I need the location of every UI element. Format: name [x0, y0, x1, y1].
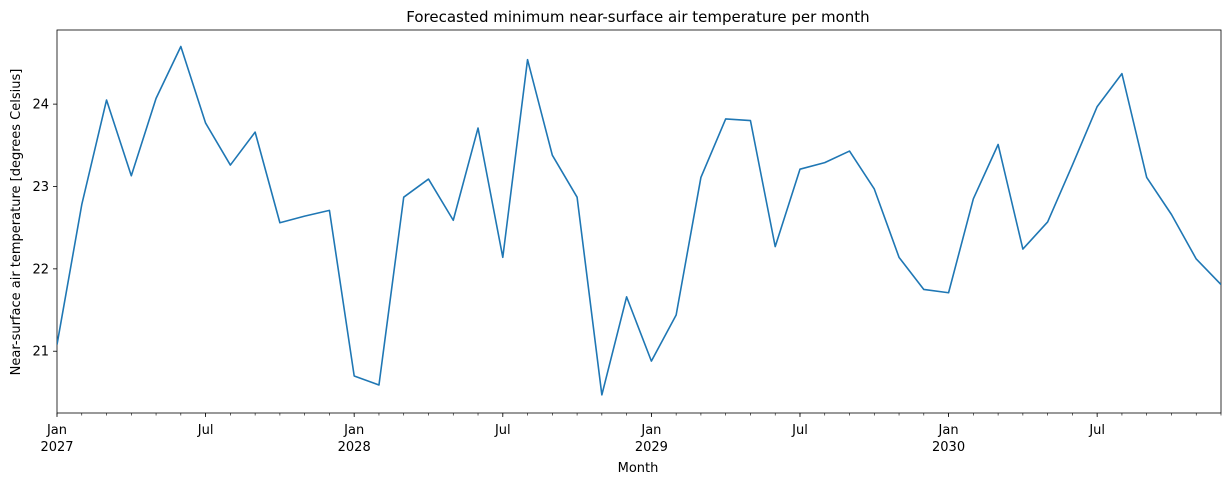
x-tick-label: Jan [938, 423, 959, 438]
x-tick-label: Jan [46, 423, 67, 438]
y-tick-label: 23 [32, 180, 49, 195]
y-tick-label: 22 [32, 262, 49, 277]
x-tick-year-label: 2029 [635, 440, 668, 455]
chart-title: Forecasted minimum near-surface air temp… [406, 8, 869, 26]
x-tick-label: Jan [640, 423, 661, 438]
y-tick-label: 21 [32, 345, 49, 360]
plot-frame [56, 29, 1222, 414]
plot-area: 21 22 23 24 Jan 2027 Jul Jan 2028 Jul Jan 2029 Jul Ja… [32, 29, 1222, 455]
series-line [57, 45, 1221, 396]
x-tick-label: Jan [343, 423, 364, 438]
x-tick-year-label: 2027 [40, 440, 73, 455]
x-tick-label: Jul [791, 423, 808, 438]
x-tick-year-label: 2030 [932, 440, 965, 455]
y-axis-label: Near-surface air temperature [degrees Ce… [9, 69, 24, 376]
x-tick-label: Jul [1088, 423, 1105, 438]
x-axis-label: Month [618, 461, 659, 476]
x-tick-label: Jul [197, 423, 214, 438]
x-tick-label: Jul [494, 423, 511, 438]
x-tick-year-label: 2028 [338, 440, 371, 455]
y-tick-label: 24 [32, 98, 49, 113]
